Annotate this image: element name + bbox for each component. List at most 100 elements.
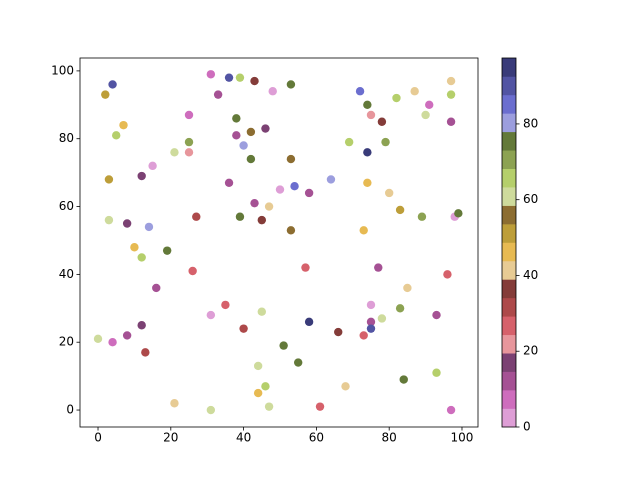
- point: [239, 324, 248, 333]
- point: [363, 100, 372, 110]
- colorbar-segment: [502, 205, 516, 225]
- point: [377, 117, 387, 126]
- point: [366, 324, 376, 333]
- x-tick-label: 60: [309, 431, 324, 445]
- point: [144, 222, 154, 232]
- colorbar-tick-label: 80: [523, 116, 538, 130]
- axes-frame: [79, 57, 479, 428]
- point: [235, 73, 245, 82]
- colorbar-segment: [502, 297, 516, 317]
- point: [101, 90, 110, 99]
- point: [341, 382, 350, 391]
- y-tick-label: 40: [59, 267, 74, 281]
- point: [257, 307, 267, 316]
- point: [395, 304, 405, 313]
- x-tick-label: 20: [163, 431, 178, 445]
- point: [122, 331, 132, 340]
- point: [275, 185, 285, 194]
- point: [355, 87, 365, 96]
- point: [184, 148, 194, 157]
- point: [446, 405, 456, 415]
- point: [334, 327, 343, 337]
- colorbar-tick-label: 20: [523, 344, 538, 358]
- point: [141, 348, 150, 357]
- point: [366, 317, 376, 327]
- y-tick-label: 20: [59, 335, 74, 349]
- point: [224, 73, 234, 82]
- point: [253, 388, 263, 398]
- y-tick-label: 0: [66, 403, 74, 417]
- point: [363, 178, 372, 188]
- point: [432, 368, 441, 377]
- colorbar-segment: [502, 168, 516, 188]
- point: [344, 137, 354, 147]
- point: [246, 127, 256, 137]
- point: [250, 76, 259, 86]
- point: [130, 243, 139, 252]
- point: [206, 405, 216, 415]
- point: [108, 80, 117, 89]
- point: [432, 310, 441, 320]
- point: [192, 212, 201, 221]
- point: [152, 283, 161, 293]
- point: [264, 202, 274, 211]
- x-tick-label: 40: [236, 431, 251, 445]
- point: [286, 154, 296, 164]
- point: [264, 402, 274, 411]
- colorbar-tick-label: 60: [523, 192, 538, 206]
- colorbar-segment: [502, 113, 516, 133]
- point: [286, 226, 296, 235]
- point: [366, 110, 376, 120]
- point: [381, 137, 390, 147]
- point: [326, 175, 336, 184]
- point: [395, 205, 405, 215]
- point: [137, 253, 146, 262]
- point: [162, 246, 172, 255]
- point: [446, 76, 456, 86]
- colorbar-segment: [502, 76, 516, 96]
- point: [235, 212, 245, 221]
- colorbar-segment: [502, 94, 516, 114]
- point: [363, 148, 372, 157]
- point: [374, 263, 383, 272]
- point: [403, 283, 412, 293]
- point: [425, 100, 434, 110]
- point: [188, 266, 197, 276]
- point: [104, 175, 114, 184]
- point: [232, 131, 241, 140]
- point: [221, 300, 230, 310]
- point: [206, 310, 216, 320]
- point: [148, 161, 157, 171]
- point: [454, 209, 463, 218]
- colorbar-segment: [502, 242, 516, 262]
- point: [239, 141, 248, 150]
- point: [286, 80, 296, 89]
- point: [232, 114, 241, 123]
- point: [137, 321, 146, 330]
- colorbar-segment: [502, 187, 516, 206]
- point: [246, 154, 256, 164]
- y-tick-label: 100: [51, 63, 74, 77]
- point: [377, 314, 387, 323]
- point: [257, 215, 267, 225]
- point: [446, 117, 456, 126]
- colorbar-segment: [502, 279, 516, 299]
- point: [122, 219, 132, 228]
- y-tick-label: 60: [59, 199, 74, 213]
- point: [304, 317, 314, 327]
- point: [279, 341, 288, 350]
- point: [417, 212, 427, 221]
- x-tick-label: 80: [382, 431, 397, 445]
- colorbar-segment: [502, 334, 516, 354]
- point: [392, 93, 401, 103]
- point: [293, 358, 303, 367]
- x-tick-label: 100: [451, 431, 474, 445]
- point: [184, 137, 194, 147]
- point: [304, 188, 314, 198]
- point: [410, 87, 419, 96]
- point: [93, 334, 103, 344]
- point: [104, 215, 114, 225]
- point: [261, 382, 270, 391]
- point: [253, 361, 263, 371]
- colorbar-segment: [502, 316, 516, 336]
